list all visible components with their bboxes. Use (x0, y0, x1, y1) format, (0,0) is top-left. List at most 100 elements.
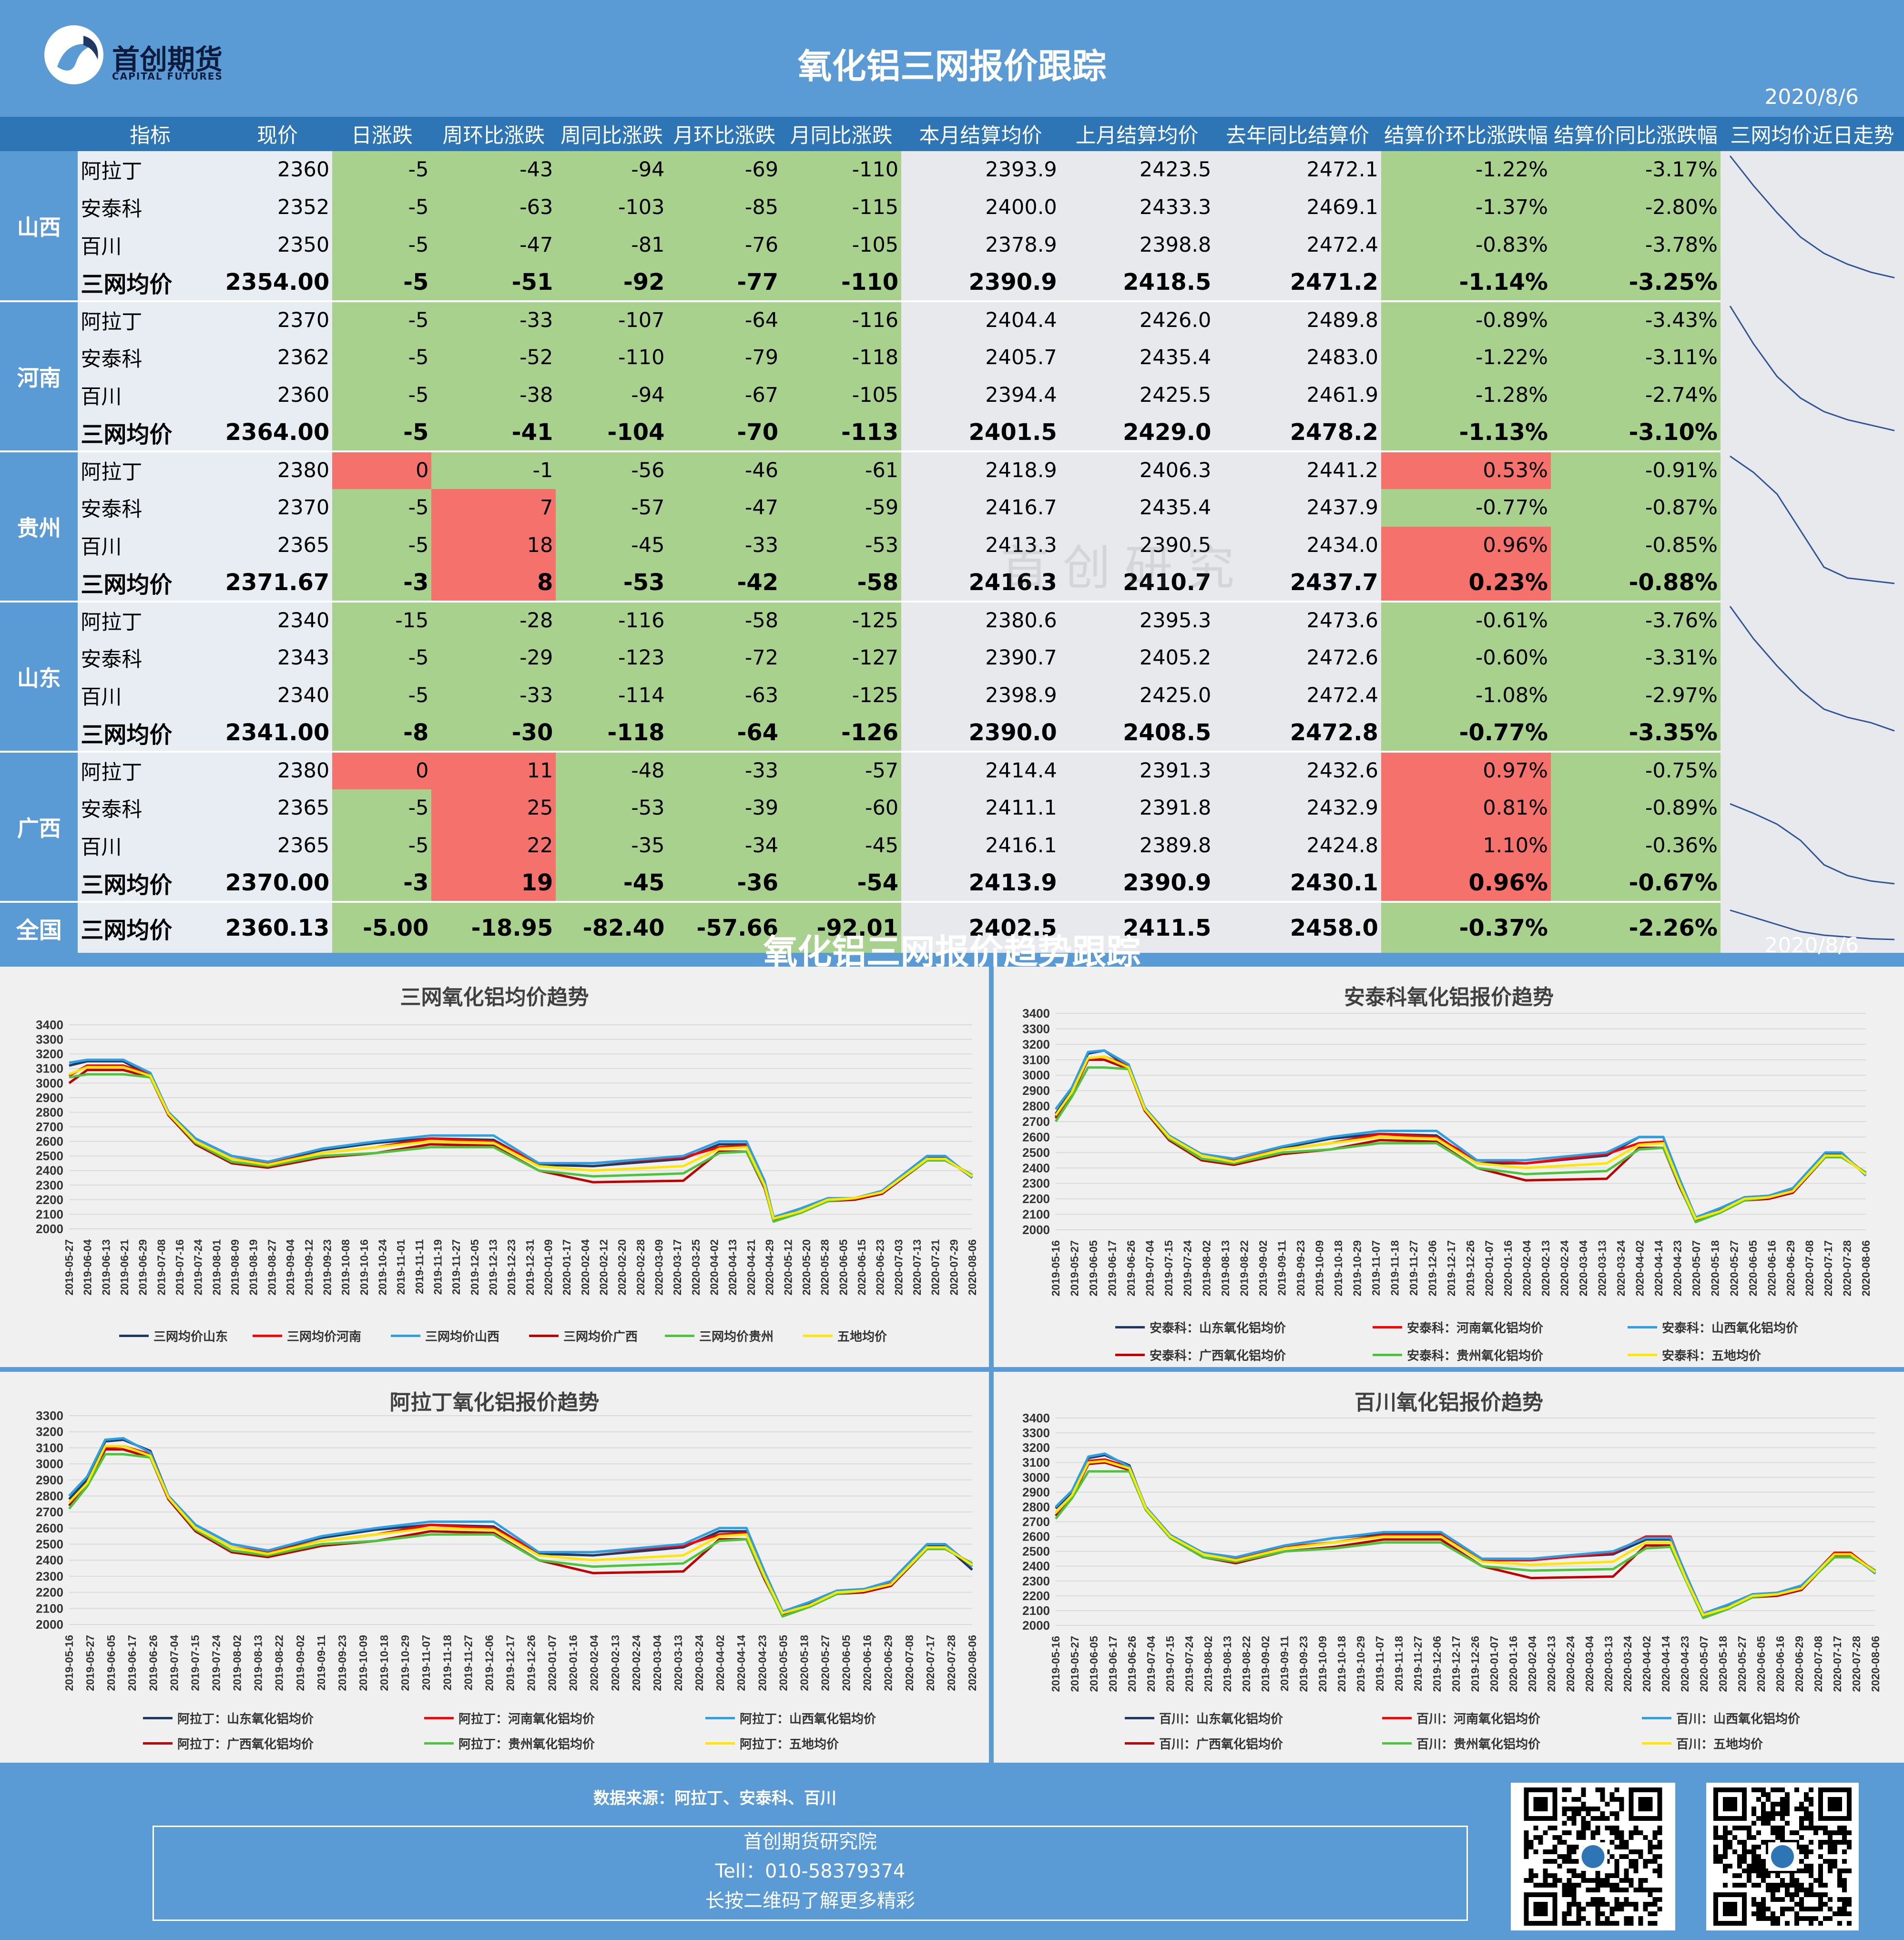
qr-module (1780, 1835, 1785, 1840)
change-day: -5 (332, 264, 432, 302)
legend-swatch (143, 1717, 173, 1719)
change-mom: -47 (667, 489, 782, 527)
qr-module (1552, 1873, 1558, 1878)
qr-module (1595, 1787, 1600, 1792)
last-year-settle: 2437.7 (1214, 564, 1381, 602)
qr-module (1747, 1878, 1751, 1883)
change-moy: -113 (781, 414, 902, 452)
qr-module (1571, 1892, 1577, 1897)
change-day: -5 (332, 151, 432, 189)
qr-module (1581, 1787, 1586, 1792)
qr-module (1742, 1849, 1747, 1854)
change-wow: 7 (431, 489, 556, 527)
table-row: 百川 2365 -5 22 -35 -34 -45 2416.1 2389.8 2424.8 1.1… (0, 827, 1904, 865)
qr-module (1605, 1921, 1610, 1926)
sparkline (1729, 306, 1895, 431)
x-tick-label: 2019-11-27 (450, 1239, 462, 1295)
qr-module (1785, 1811, 1790, 1816)
change-moy: -118 (781, 338, 902, 377)
chart-title: 阿拉丁氧化铝报价趋势 (389, 1390, 600, 1415)
qr-module (1828, 1897, 1833, 1902)
qr-module (1657, 1864, 1662, 1869)
sparkline-cell (1720, 602, 1904, 752)
qr-module (1766, 1811, 1771, 1816)
qr-module (1567, 1830, 1572, 1835)
qr-module (1652, 1921, 1658, 1926)
qr-module (1751, 1864, 1756, 1869)
settle-yoy-pct: -2.74% (1550, 376, 1721, 414)
qr-module (1638, 1854, 1643, 1859)
x-tick-label: 2020-06-05 (837, 1239, 849, 1296)
y-tick-label: 2000 (36, 1222, 63, 1236)
qr-module (1567, 1911, 1572, 1916)
y-tick-label: 2600 (36, 1521, 63, 1535)
last-year-settle: 2434.0 (1214, 526, 1381, 564)
qr-code-icon[interactable] (1511, 1783, 1675, 1930)
qr-module (1799, 1907, 1804, 1911)
x-tick-label: 2020-06-16 (1765, 1240, 1778, 1297)
x-tick-label: 2019-11-27 (462, 1635, 474, 1690)
x-tick-label: 2020-04-14 (1652, 1240, 1665, 1297)
qr-module (1543, 1878, 1548, 1883)
qr-module (1567, 1878, 1572, 1883)
qr-module (1771, 1888, 1775, 1892)
last-year-settle: 2472.8 (1214, 714, 1381, 753)
qr-module (1828, 1835, 1833, 1840)
qr-module (1552, 1826, 1558, 1830)
qr-module (1766, 1816, 1771, 1821)
settle-yoy-pct: -0.88% (1550, 564, 1721, 602)
qr-module (1723, 1835, 1728, 1840)
x-tick-label: 2020-02-04 (579, 1239, 591, 1296)
qr-module (1766, 1792, 1771, 1797)
table-row: 安泰科 2343 -5 -29 -123 -72 -127 2390.7 2405.2 2472.… (0, 639, 1904, 677)
x-tick-label: 2019-12-06 (1426, 1240, 1439, 1297)
qr-module (1619, 1797, 1624, 1802)
qr-module (1652, 1835, 1658, 1840)
qr-module (1581, 1878, 1586, 1883)
qr-code-icon[interactable] (1706, 1783, 1859, 1930)
qr-module (1595, 1911, 1600, 1916)
qr-module (1751, 1807, 1756, 1811)
qr-module (1633, 1902, 1639, 1907)
x-tick-label: 2019-12-26 (1464, 1240, 1476, 1297)
qr-module (1837, 1878, 1842, 1883)
qr-module (1643, 1859, 1648, 1864)
x-tick-label: 2020-07-08 (903, 1635, 916, 1691)
legend-label: 安泰科：河南氧化铝均价 (1407, 1321, 1544, 1336)
legend-swatch (1642, 1742, 1671, 1745)
change-day: -3 (332, 864, 432, 903)
change-mom: -34 (667, 827, 782, 865)
qr-module (1581, 1835, 1586, 1840)
y-tick-label: 3200 (1022, 1440, 1050, 1455)
header-cell: 结算价环比涨跌幅 (1381, 117, 1551, 151)
qr-module (1567, 1807, 1572, 1811)
qr-module (1813, 1826, 1818, 1830)
qr-module (1723, 1864, 1728, 1869)
x-tick-label: 2019-06-21 (118, 1239, 131, 1296)
cur-month-avg: 2411.1 (901, 789, 1060, 827)
cur-month-avg: 2393.9 (901, 151, 1060, 189)
qr-module (1648, 1859, 1653, 1864)
x-tick-label: 2019-10-18 (1332, 1240, 1344, 1297)
last-month-avg: 2425.5 (1059, 376, 1214, 414)
qr-module (1552, 1845, 1558, 1849)
x-tick-label: 2019-05-27 (1069, 1636, 1081, 1692)
change-moy: -105 (781, 226, 902, 264)
qr-module (1723, 1869, 1728, 1873)
x-tick-label: 2019-08-02 (1200, 1240, 1212, 1297)
qr-module (1624, 1878, 1629, 1883)
qr-module (1571, 1797, 1577, 1802)
qr-module (1552, 1849, 1558, 1854)
qr-module (1609, 1840, 1615, 1845)
x-tick-label: 2019-09-23 (1297, 1636, 1310, 1692)
change-wow: 22 (431, 827, 556, 865)
qr-call-to-action: 长按二维码了解更多精彩 (705, 1890, 915, 1912)
qr-module (1775, 1826, 1780, 1830)
settle-mom-pct: -1.28% (1381, 376, 1551, 414)
change-mom: -77 (667, 264, 782, 302)
qr-module (1548, 1859, 1553, 1864)
qr-module (1595, 1897, 1600, 1902)
qr-module (1533, 1835, 1538, 1840)
qr-finder (1828, 1797, 1842, 1811)
y-tick-label: 2400 (1022, 1161, 1050, 1175)
